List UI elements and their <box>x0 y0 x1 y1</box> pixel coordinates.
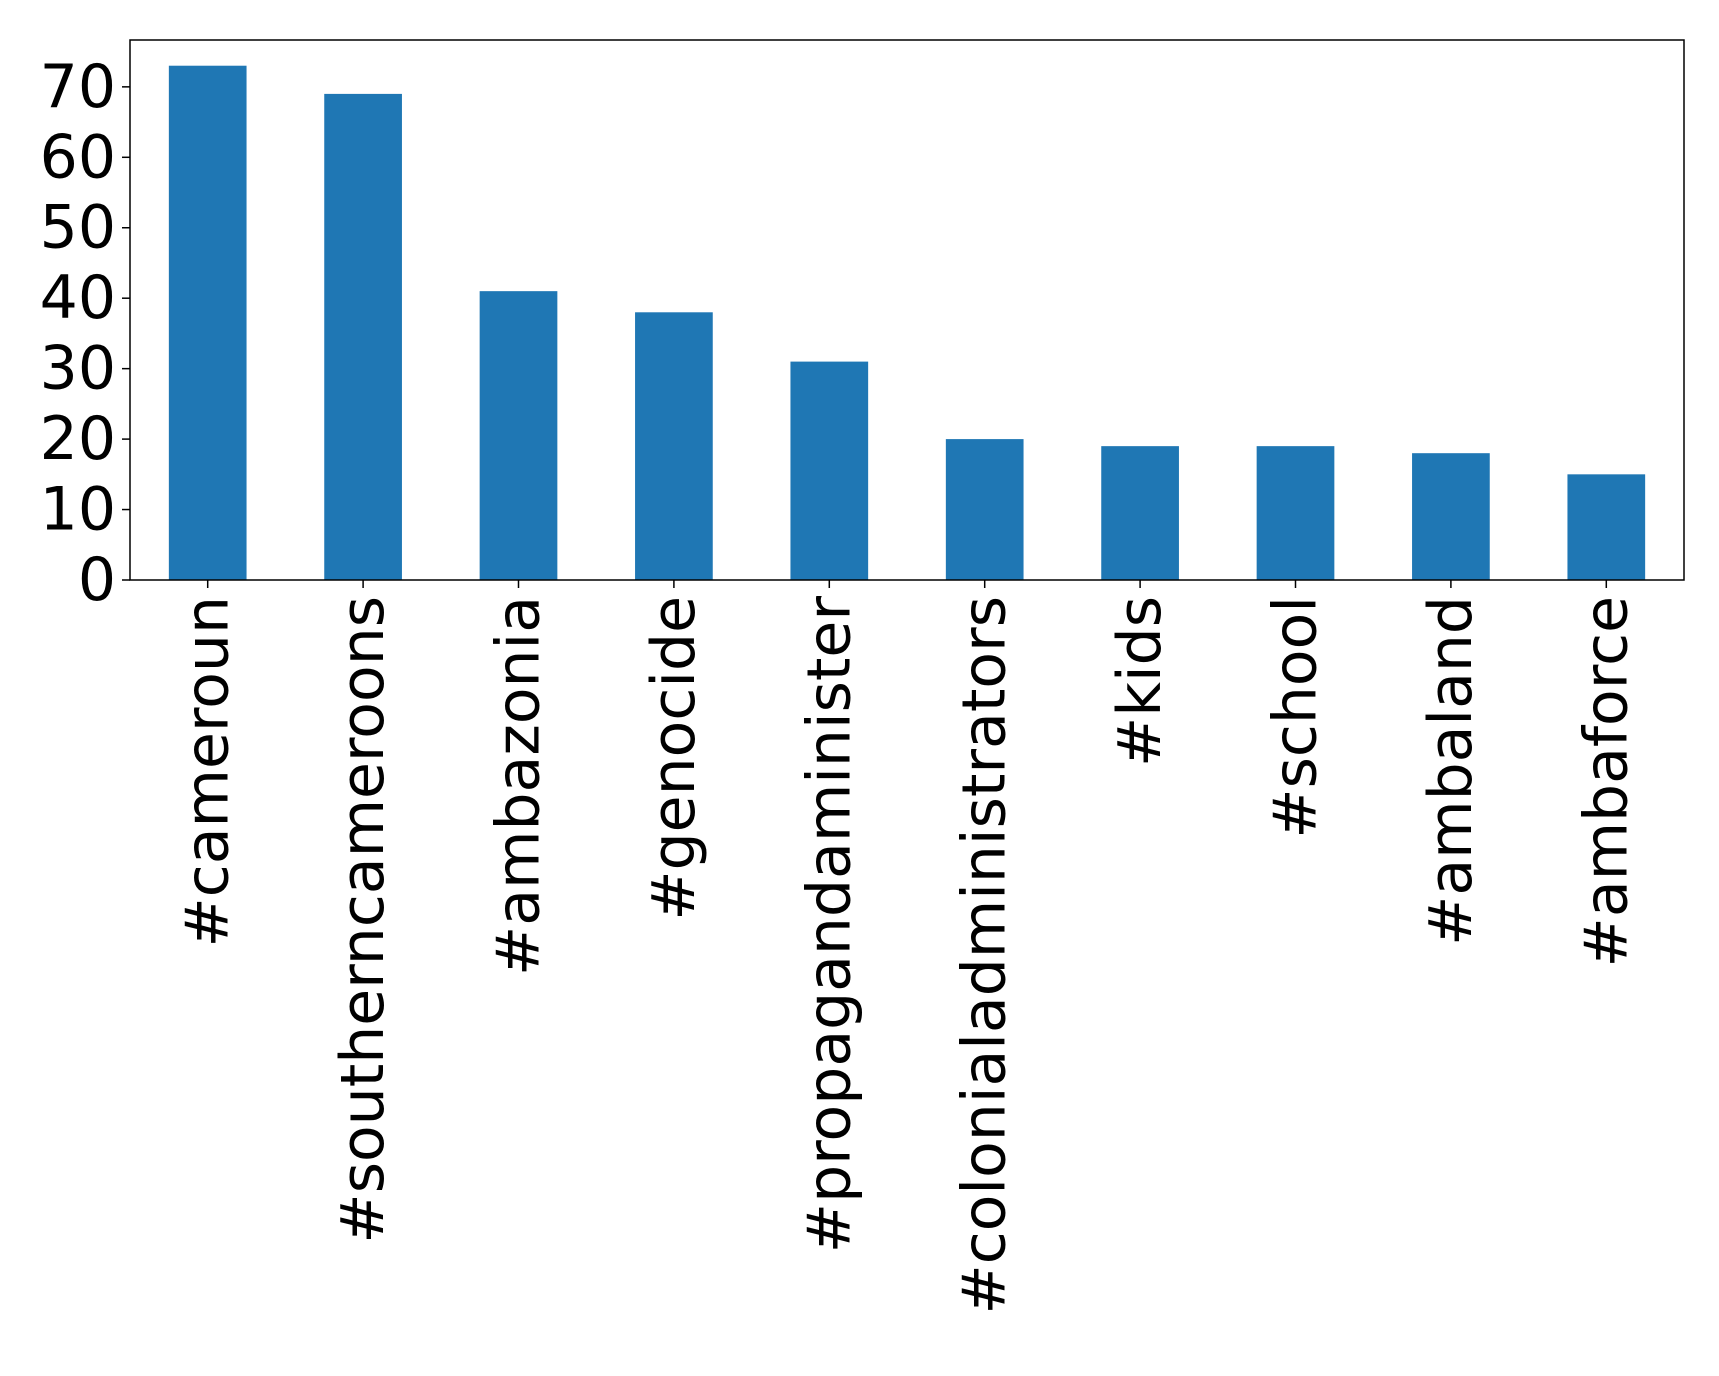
y-tick-label: 30 <box>40 334 116 404</box>
x-tick-label: #ambaforce <box>1571 596 1641 967</box>
y-tick-label: 60 <box>40 122 116 192</box>
bar-propagandaminister <box>790 361 869 580</box>
bar-school <box>1256 446 1335 580</box>
x-axis: #cameroun #southerncameroons #ambazonia #ge… <box>173 580 1641 1315</box>
x-tick-label: #kids <box>1105 596 1175 767</box>
x-tick-label: #southerncameroons <box>328 596 398 1244</box>
y-tick-label: 70 <box>40 52 116 122</box>
x-tick-label: #ambazonia <box>484 596 554 976</box>
y-tick-label: 20 <box>40 404 116 474</box>
plot-frame <box>129 39 1685 581</box>
x-tick-label: #ambaland <box>1416 596 1486 946</box>
x-tick-label: #propagandaminister <box>794 596 864 1254</box>
y-tick-label: 50 <box>40 193 116 263</box>
bar-cameroun <box>168 65 247 580</box>
y-tick-label: 0 <box>78 545 116 615</box>
bar-southerncameroons <box>324 93 402 581</box>
bar-genocide <box>635 312 713 580</box>
bar-ambazonia <box>479 291 558 580</box>
bars-group <box>168 65 1646 581</box>
bar-ambaforce <box>1567 474 1646 580</box>
bar-colonialadministrators <box>945 439 1024 580</box>
bar-kids <box>1101 446 1179 580</box>
y-tick-label: 40 <box>40 263 116 333</box>
x-tick-label: #colonialadministrators <box>950 596 1020 1315</box>
x-tick-label: #genocide <box>639 596 709 921</box>
bar-ambaland <box>1412 453 1490 580</box>
x-tick-label: #school <box>1261 596 1331 839</box>
x-tick-label: #cameroun <box>173 596 243 948</box>
y-tick-label: 10 <box>40 475 116 545</box>
